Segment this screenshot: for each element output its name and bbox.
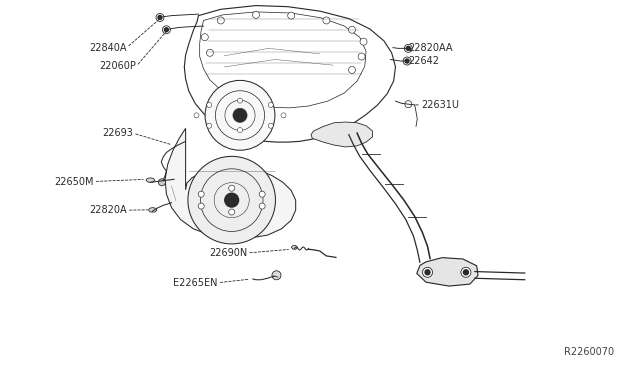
Circle shape xyxy=(207,123,212,128)
Circle shape xyxy=(406,46,410,50)
Circle shape xyxy=(349,67,355,73)
Circle shape xyxy=(228,209,235,215)
Circle shape xyxy=(233,108,247,122)
Circle shape xyxy=(156,13,164,22)
Circle shape xyxy=(405,101,412,108)
Circle shape xyxy=(349,26,355,33)
Text: 22693: 22693 xyxy=(102,128,133,138)
Circle shape xyxy=(272,271,281,280)
Circle shape xyxy=(323,17,330,24)
Circle shape xyxy=(268,123,273,128)
Circle shape xyxy=(158,16,162,19)
Circle shape xyxy=(403,57,411,65)
Circle shape xyxy=(268,102,273,108)
Circle shape xyxy=(198,191,204,197)
Text: 22060P: 22060P xyxy=(99,61,136,71)
Circle shape xyxy=(288,12,294,19)
Circle shape xyxy=(225,193,239,207)
Text: R2260070: R2260070 xyxy=(564,347,614,357)
Circle shape xyxy=(360,38,367,45)
Circle shape xyxy=(237,128,243,132)
Circle shape xyxy=(163,26,170,34)
Circle shape xyxy=(198,203,204,209)
Circle shape xyxy=(207,102,212,108)
Circle shape xyxy=(259,191,265,197)
Circle shape xyxy=(461,267,471,277)
Circle shape xyxy=(194,113,199,118)
Circle shape xyxy=(253,12,259,18)
Circle shape xyxy=(237,98,243,103)
Circle shape xyxy=(159,179,165,186)
Circle shape xyxy=(218,17,224,24)
Circle shape xyxy=(405,59,409,63)
Circle shape xyxy=(228,185,235,191)
Polygon shape xyxy=(291,246,298,249)
Polygon shape xyxy=(148,208,157,212)
Text: 22642: 22642 xyxy=(408,56,439,65)
Circle shape xyxy=(188,156,275,244)
Text: 22820A: 22820A xyxy=(89,205,127,215)
Text: E2265EN: E2265EN xyxy=(173,278,218,288)
Circle shape xyxy=(207,49,213,56)
Text: 22631U: 22631U xyxy=(421,100,459,110)
Circle shape xyxy=(463,270,468,275)
Polygon shape xyxy=(165,128,296,238)
Text: 22820AA: 22820AA xyxy=(408,43,453,52)
Circle shape xyxy=(281,113,286,118)
Circle shape xyxy=(404,44,412,52)
Circle shape xyxy=(422,267,433,277)
Circle shape xyxy=(202,34,208,41)
Circle shape xyxy=(205,80,275,150)
Circle shape xyxy=(259,203,265,209)
Polygon shape xyxy=(417,258,478,286)
Text: 22840A: 22840A xyxy=(89,43,127,52)
Text: 22690N: 22690N xyxy=(209,248,247,258)
Circle shape xyxy=(358,53,365,60)
Circle shape xyxy=(425,270,430,275)
Polygon shape xyxy=(311,122,372,147)
Text: 22650M: 22650M xyxy=(54,177,93,186)
Circle shape xyxy=(164,28,168,32)
Polygon shape xyxy=(146,178,155,182)
